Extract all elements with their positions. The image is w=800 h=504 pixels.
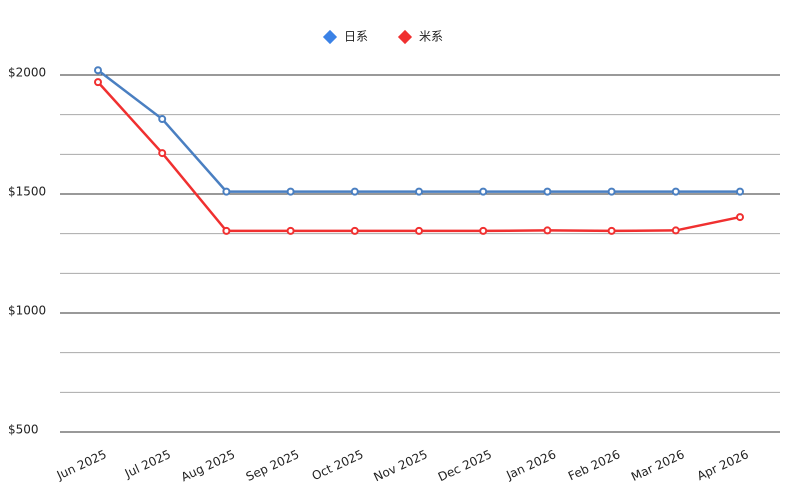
- data-point: [736, 187, 744, 196]
- data-point: [415, 226, 423, 235]
- x-tick-label: Dec 2025: [436, 447, 494, 484]
- x-tick-label: Oct 2025: [310, 447, 366, 483]
- x-tick-label: Jan 2026: [503, 447, 558, 482]
- data-point: [671, 226, 680, 235]
- x-tick-label: Sep 2025: [244, 447, 302, 484]
- data-point: [607, 226, 616, 235]
- data-point: [607, 187, 616, 196]
- y-tick-label: $500: [8, 423, 39, 437]
- data-point: [671, 187, 680, 196]
- x-tick-label: Mar 2026: [629, 447, 687, 484]
- data-point: [158, 115, 167, 124]
- x-tick-label: Feb 2026: [566, 447, 622, 483]
- data-point: [222, 187, 231, 196]
- series-line: [97, 69, 740, 193]
- data-point: [94, 78, 102, 87]
- data-point: [350, 226, 359, 235]
- x-tick-label: Jul 2025: [122, 447, 173, 481]
- x-tick-label: Aug 2025: [179, 447, 237, 484]
- data-point: [286, 187, 295, 196]
- x-tick-label: Jun 2025: [54, 447, 109, 483]
- data-point: [158, 149, 167, 158]
- y-tick-label: $1000: [8, 304, 46, 318]
- data-point: [736, 213, 744, 222]
- data-point: [543, 226, 552, 235]
- legend-label: 日系: [344, 30, 368, 44]
- data-point: [415, 187, 423, 196]
- legend-marker: [397, 29, 413, 45]
- data-point: [222, 226, 231, 235]
- data-point: [543, 187, 552, 196]
- data-point: [286, 226, 295, 235]
- x-tick-label: Nov 2025: [371, 447, 429, 484]
- data-point: [479, 187, 488, 196]
- y-tick-label: $1500: [8, 185, 46, 199]
- data-point: [479, 226, 488, 235]
- x-tick-label: Apr 2026: [695, 447, 751, 483]
- legend-label: 米系: [419, 30, 443, 44]
- legend-marker: [322, 29, 338, 45]
- data-point: [94, 66, 102, 75]
- data-point: [350, 187, 359, 196]
- y-tick-label: $2000: [8, 66, 46, 80]
